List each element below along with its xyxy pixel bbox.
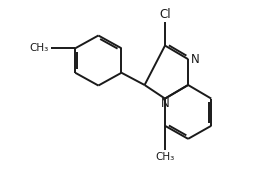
Text: CH₃: CH₃	[155, 152, 174, 163]
Text: N: N	[161, 97, 169, 110]
Text: CH₃: CH₃	[29, 43, 48, 53]
Text: Cl: Cl	[159, 8, 171, 21]
Text: N: N	[191, 53, 200, 66]
